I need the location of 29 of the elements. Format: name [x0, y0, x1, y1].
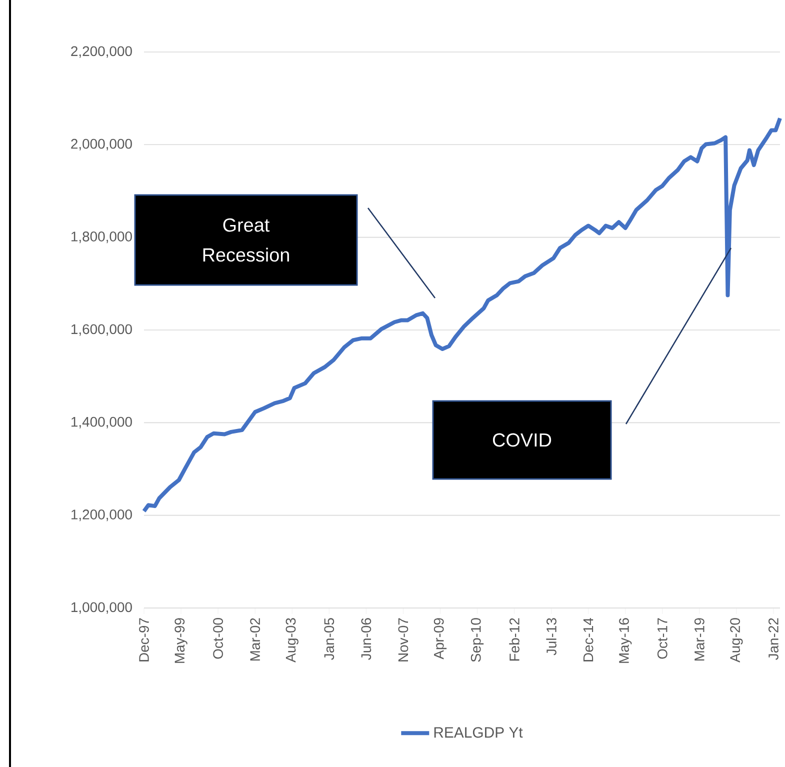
- y-tick-label: 1,800,000: [71, 232, 132, 244]
- annotation: Great Recession: [203, 218, 289, 262]
- y-tick-label: 1,600,000: [71, 324, 132, 336]
- legend-label: REALGDP Yt: [434, 727, 523, 738]
- x-tick-label: Nov-07: [398, 618, 408, 662]
- x-tick-label: May-99: [174, 618, 188, 663]
- x-tick-label: May-16: [619, 618, 632, 663]
- x-tick-label: Feb-12: [509, 618, 520, 661]
- y-tick-label: 2,000,000: [71, 138, 132, 150]
- x-tick-label: Dec-97: [139, 618, 149, 662]
- x-tick-label: Mar-02: [250, 618, 260, 661]
- x-tick-label: Mar-19: [694, 618, 704, 661]
- line-series: [142, 116, 782, 514]
- x-tick-label: Sep-10: [470, 618, 484, 662]
- y-tick-label: 1,400,000: [71, 416, 132, 428]
- x-tick-label: Jul-13: [546, 618, 556, 656]
- x-tick-label: Jun-06: [361, 618, 372, 660]
- annotation: COVID: [492, 433, 552, 447]
- x-tick-label: Jan-05: [324, 618, 334, 660]
- y-tick-label: 2,200,000: [71, 46, 132, 58]
- x-tick-label: Oct-17: [657, 618, 668, 659]
- x-tick-label: Oct-00: [213, 618, 223, 659]
- x-tick-label: Apr-09: [434, 618, 447, 660]
- x-tick-label: Aug-03: [286, 618, 298, 662]
- y-tick-label: 1,000,000: [71, 602, 132, 614]
- x-tick-label: Dec-14: [583, 618, 594, 662]
- x-tick-label: Jan-22: [768, 618, 778, 660]
- y-tick-label: 1,200,000: [71, 510, 132, 522]
- x-tick-label: Aug-20: [730, 618, 743, 662]
